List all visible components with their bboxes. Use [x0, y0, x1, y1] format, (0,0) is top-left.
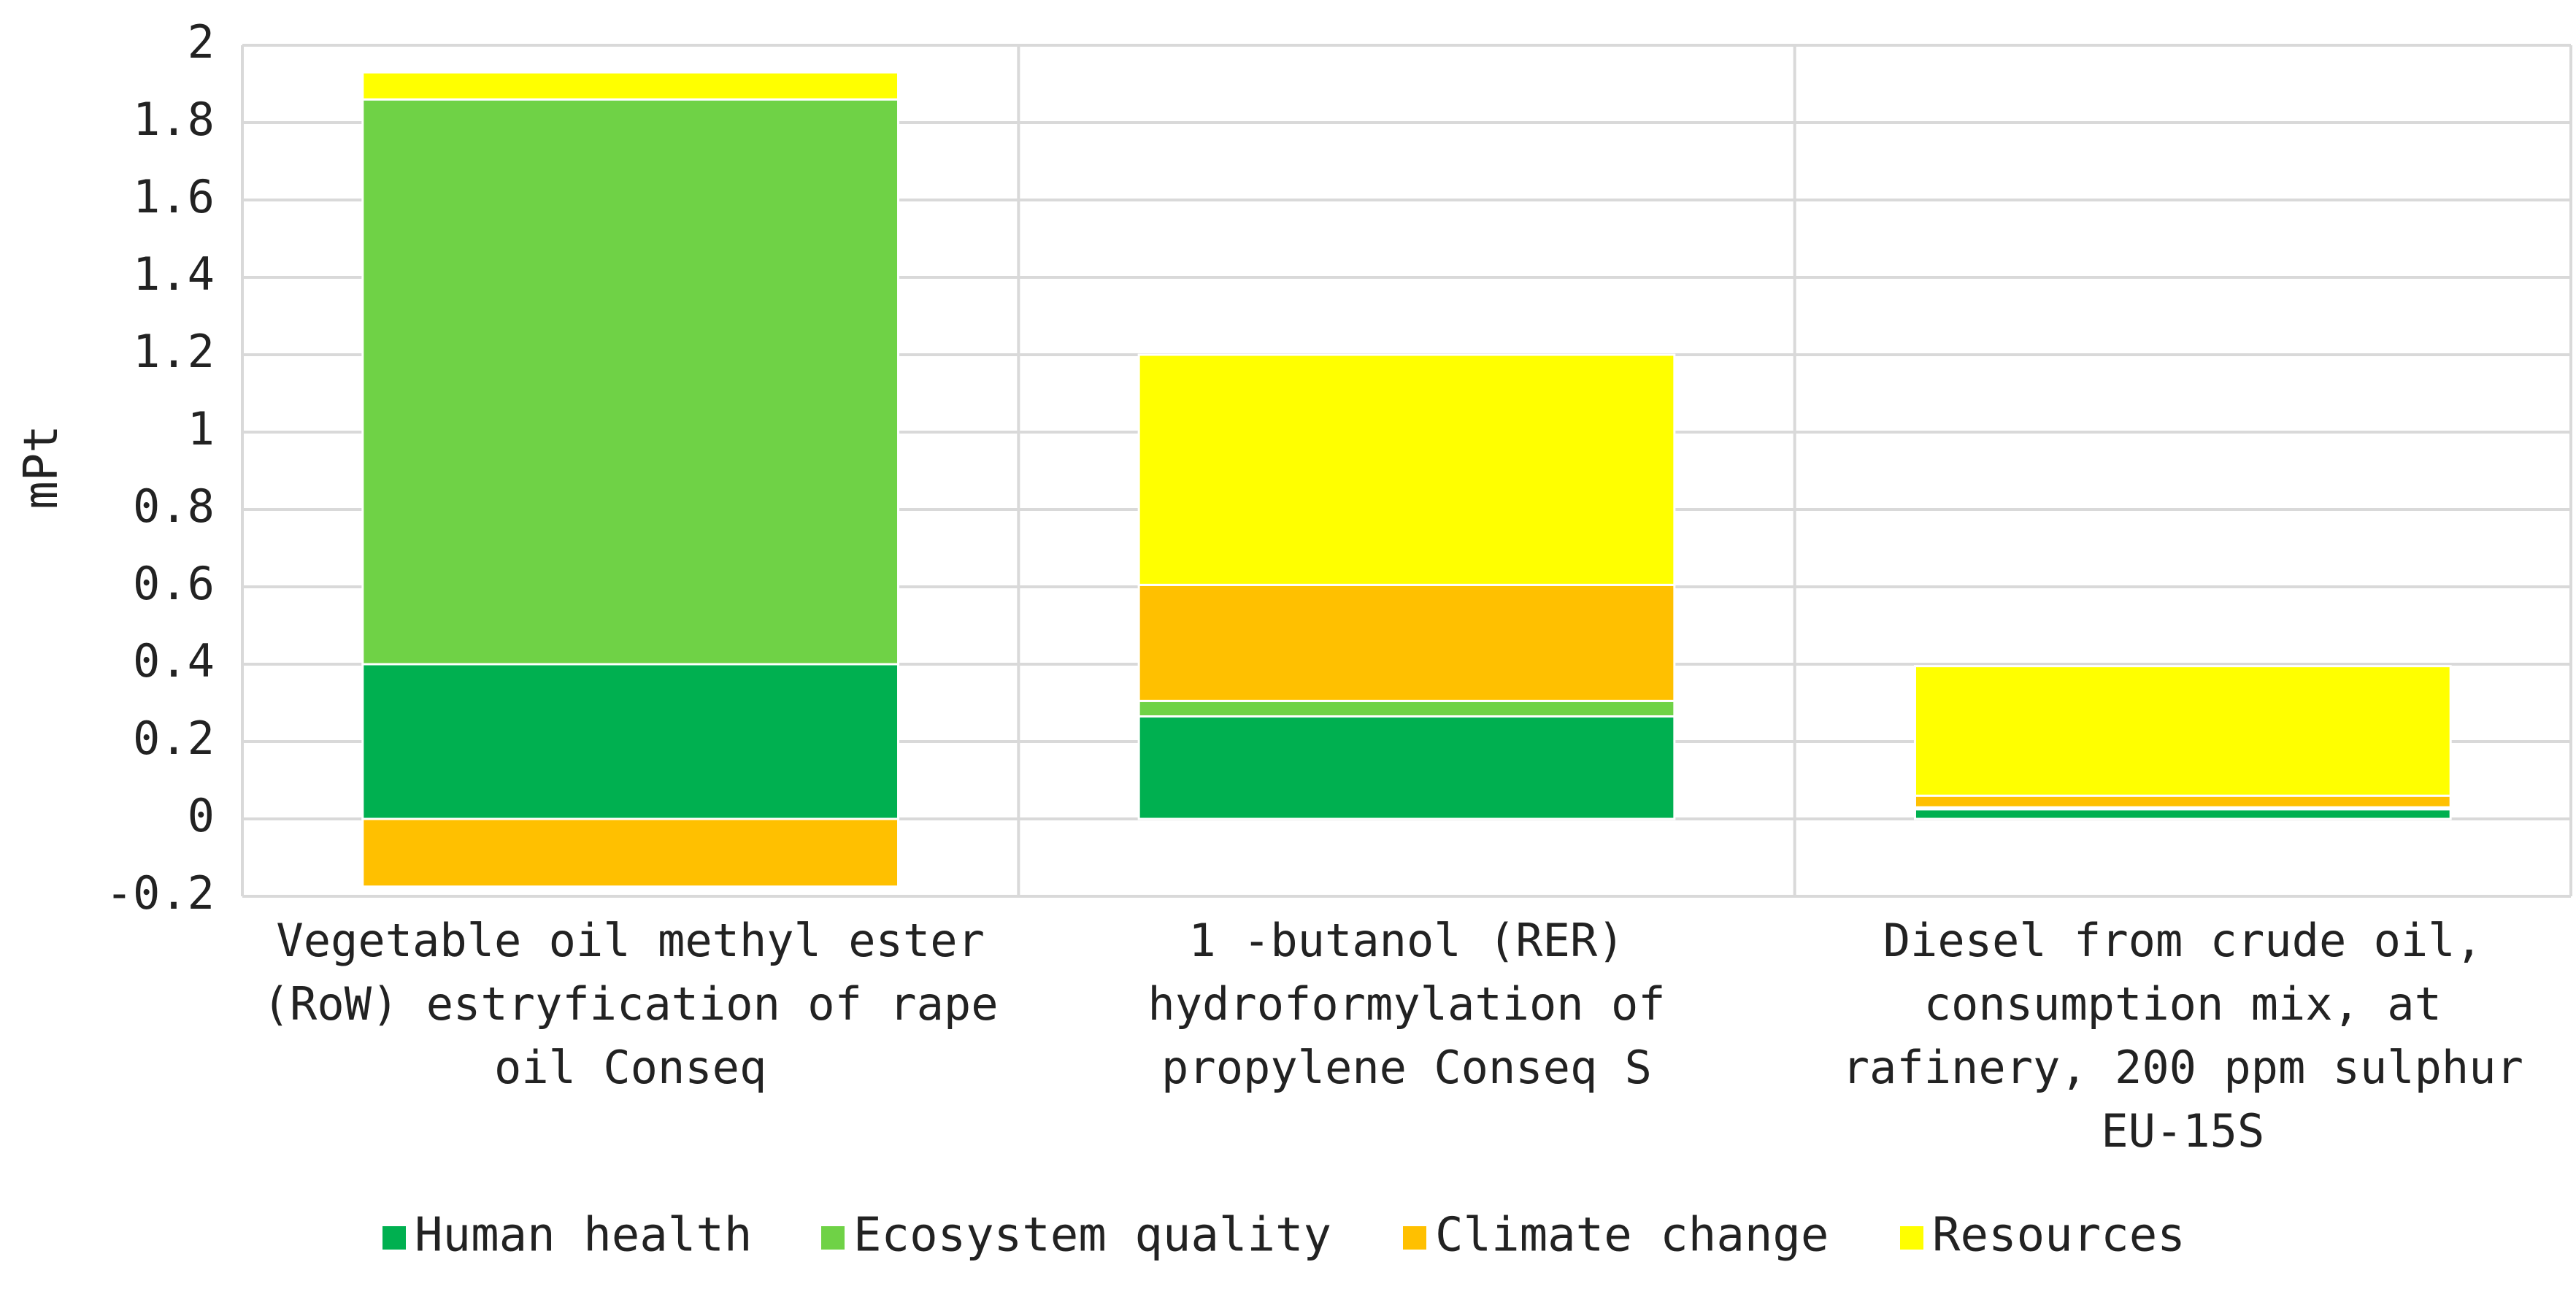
x-category-label: propylene Conseq S [1161, 1041, 1652, 1094]
y-tick-label: 1.6 [133, 170, 215, 223]
y-tick-label: 2 [188, 15, 215, 69]
category-labels: Vegetable oil methyl ester (RoW) estryfic… [263, 914, 2523, 1158]
bar-segment [361, 817, 900, 888]
bar-segment [361, 98, 900, 666]
x-category-label: hydroformylation of [1147, 977, 1665, 1031]
legend-swatch [1403, 1226, 1426, 1250]
bar-segment [361, 663, 900, 820]
y-tick-label: 1.2 [133, 325, 215, 378]
y-tick-label: 0.2 [133, 712, 215, 765]
bar-segment [1137, 699, 1676, 718]
legend-swatch [821, 1226, 845, 1250]
bar-segment [1137, 583, 1676, 702]
bar-segment [1913, 665, 2452, 797]
legend: Human health Ecosystem quality Climate cha… [382, 1209, 2185, 1263]
y-tick-label: 1.8 [133, 93, 215, 146]
legend-swatch [382, 1226, 406, 1250]
bar-segment [1137, 715, 1676, 820]
y-axis-ticks: -0.2 0 0.2 0.4 0.6 0.8 1 1.2 1.4 1.6 1.8 2 [106, 15, 215, 920]
x-category-label: 1 -butanol (RER) [1188, 914, 1624, 967]
y-tick-label: 0.6 [133, 557, 215, 610]
legend-label: Human health [415, 1209, 752, 1263]
x-category-label: rafinery, 200 ppm sulphur [1842, 1041, 2523, 1094]
bar-segment [1913, 808, 2452, 820]
x-category-label: EU-15S [2101, 1104, 2264, 1158]
legend-label: Climate change [1435, 1209, 1829, 1263]
x-category-label: oil Conseq [494, 1041, 766, 1094]
bar-segment [1137, 353, 1676, 586]
y-tick-label: 1.4 [133, 247, 215, 301]
legend-label: Ecosystem quality [853, 1209, 1331, 1263]
y-tick-label: 0 [188, 789, 215, 842]
x-category-label: (RoW) estryfication of rape [263, 977, 999, 1031]
bars [361, 71, 2452, 888]
x-category-label: Diesel from crude oil, [1883, 914, 2483, 967]
y-tick-label: 0.8 [133, 480, 215, 533]
y-tick-label: 0.4 [133, 634, 215, 688]
y-axis-title: mPt [15, 425, 69, 509]
legend-swatch [1900, 1226, 1923, 1250]
bar-segment [361, 71, 900, 101]
legend-label: Resources [1932, 1209, 2185, 1263]
y-tick-label: -0.2 [106, 866, 215, 920]
y-tick-label: 1 [188, 402, 215, 455]
bar-segment [1913, 794, 2452, 809]
x-category-label: consumption mix, at [1924, 977, 2442, 1031]
x-category-label: Vegetable oil methyl ester [276, 914, 985, 967]
